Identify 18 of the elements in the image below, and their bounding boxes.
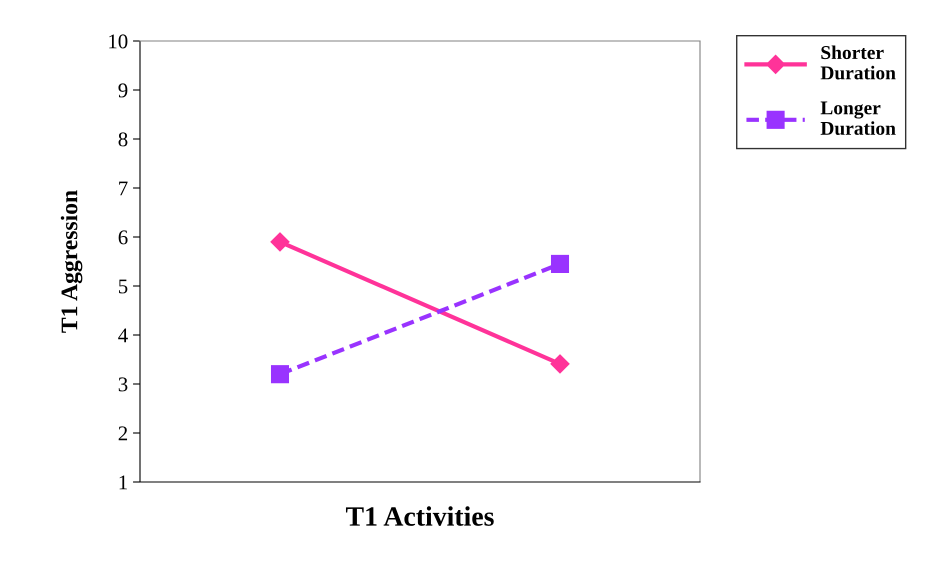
y-tick-label: 8 <box>118 132 128 146</box>
y-axis-title: T1 Aggression <box>60 190 82 333</box>
point <box>270 365 290 384</box>
legend-label: Longer Duration <box>820 102 896 135</box>
y-tick-label: 2 <box>118 426 128 440</box>
point <box>270 232 290 252</box>
y-tick-label: 3 <box>118 377 128 392</box>
legend-label: Shorter Duration <box>820 45 896 80</box>
y-tick-label: 1 <box>120 475 127 490</box>
y-tick-label: 9 <box>118 83 128 98</box>
y-tick-label: 6 <box>118 230 128 244</box>
point <box>550 254 570 273</box>
y-tick-label: 5 <box>118 280 128 294</box>
x-axis-title: T1 Activities <box>346 506 494 526</box>
y-tick-label: 10 <box>109 34 128 48</box>
y-tick-label: 7 <box>119 182 128 196</box>
point <box>550 354 570 374</box>
y-tick-label: 4 <box>118 328 128 342</box>
